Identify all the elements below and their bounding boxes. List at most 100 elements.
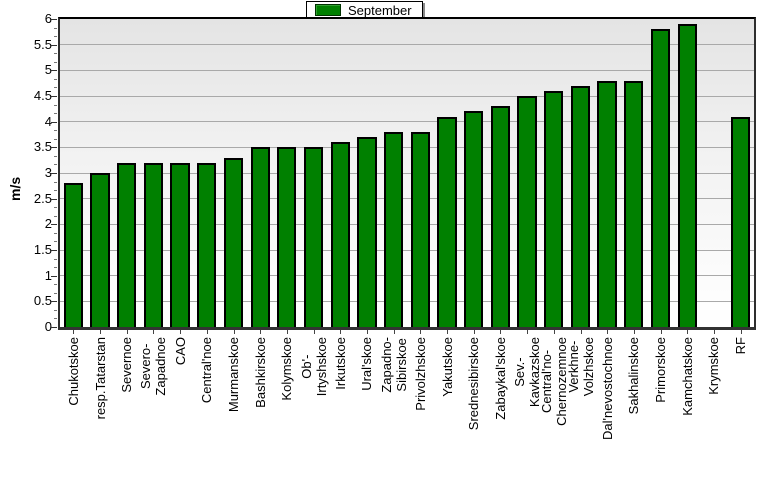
x-category-label: Severnoe xyxy=(119,337,135,393)
y-minor-tick xyxy=(54,318,57,320)
y-minor-tick xyxy=(54,232,57,234)
x-category-label: Primorskoe xyxy=(653,337,669,403)
bar xyxy=(277,147,297,327)
bar xyxy=(170,162,190,327)
bar-slot xyxy=(380,19,407,327)
x-tick xyxy=(420,330,422,334)
x-tick xyxy=(607,330,609,334)
y-tick-label: 5 xyxy=(44,62,52,78)
y-tick-label: 1.5 xyxy=(33,242,52,257)
x-category-label: Central'no- Chernozemnoe xyxy=(538,337,569,426)
x-tick xyxy=(286,330,288,334)
x-tick xyxy=(366,330,368,334)
x-tick xyxy=(180,330,182,334)
bar xyxy=(223,157,244,327)
bar xyxy=(517,96,537,327)
x-tick xyxy=(500,330,502,334)
y-minor-tick xyxy=(54,267,57,269)
bar-slot xyxy=(87,19,114,327)
x-tick xyxy=(233,330,235,334)
gridline xyxy=(60,198,754,200)
bar-slot xyxy=(327,19,354,327)
x-tick xyxy=(527,330,529,334)
bar-slot xyxy=(300,19,327,327)
bar-slot xyxy=(647,19,674,327)
bars-container xyxy=(60,19,754,327)
x-category-label: Murmanskoe xyxy=(226,337,241,413)
bar-slot xyxy=(727,19,754,327)
bar xyxy=(303,147,324,327)
x-category-label: Yakutskoe xyxy=(439,337,455,397)
x-category-label: Kolymskoe xyxy=(279,337,295,401)
gridline xyxy=(60,69,754,71)
y-major-tick xyxy=(51,250,57,251)
gridline xyxy=(60,146,754,148)
y-major-tick xyxy=(51,224,57,226)
x-tick xyxy=(153,330,155,334)
y-tick-label: 6 xyxy=(44,11,52,26)
x-category-label: Dal'nevostochnoe xyxy=(599,337,615,440)
y-minor-tick xyxy=(54,309,57,311)
x-tick xyxy=(553,330,555,334)
y-minor-tick xyxy=(54,61,57,63)
y-major-tick xyxy=(51,44,57,46)
bar xyxy=(143,162,163,327)
bar xyxy=(730,116,751,327)
x-category-label: resp.Tatarstan xyxy=(92,337,108,420)
y-minor-tick xyxy=(54,215,57,217)
bar xyxy=(624,80,644,327)
y-major-tick xyxy=(51,275,57,277)
y-major-tick xyxy=(51,173,57,174)
x-category-label: Srednesibirskoe xyxy=(466,337,482,431)
y-minor-tick xyxy=(54,207,57,209)
x-tick xyxy=(713,330,715,334)
y-minor-tick xyxy=(54,130,57,132)
y-minor-tick xyxy=(54,181,57,183)
bar xyxy=(490,106,510,327)
y-major-tick xyxy=(51,301,57,303)
bar xyxy=(437,116,457,327)
y-major-tick xyxy=(51,198,57,200)
x-category-label: Bashkirskoe xyxy=(252,337,268,408)
y-minor-tick xyxy=(54,284,57,286)
x-tick xyxy=(660,330,662,334)
gridline xyxy=(60,249,754,251)
y-minor-tick xyxy=(54,190,57,192)
y-minor-tick xyxy=(54,258,57,260)
y-tick-label: 4.5 xyxy=(33,88,52,103)
x-tick xyxy=(687,330,689,334)
y-tick-label: 4 xyxy=(44,113,52,129)
x-category-label: Irkutskoe xyxy=(332,337,348,390)
bar xyxy=(330,142,350,327)
y-tick-label: 3 xyxy=(44,165,52,180)
y-tick-label: 0 xyxy=(44,319,52,334)
bar-slot xyxy=(594,19,621,327)
bar-slot xyxy=(620,19,647,327)
x-category-label: Sev.- Kavkazskoe xyxy=(512,337,543,408)
bar xyxy=(464,111,484,327)
y-tick-label: 0.5 xyxy=(33,293,52,309)
bar xyxy=(544,90,564,327)
y-major-tick xyxy=(51,19,57,20)
bar-slot xyxy=(701,19,728,327)
y-major-tick xyxy=(51,147,57,149)
bar-slot xyxy=(113,19,140,327)
y-major-tick xyxy=(51,121,57,123)
bar xyxy=(250,147,270,327)
x-tick xyxy=(73,330,75,334)
x-tick xyxy=(633,330,635,334)
bar-slot xyxy=(514,19,541,327)
plot-area xyxy=(58,17,756,330)
x-category-label: Verkhne- Volzhskoe xyxy=(565,337,596,397)
bar-slot xyxy=(167,19,194,327)
x-category-label: Sakhalinskoe xyxy=(626,337,642,415)
x-category-label: CAO xyxy=(172,337,188,366)
y-minor-tick xyxy=(54,104,57,106)
gridline xyxy=(60,300,754,302)
x-tick xyxy=(313,330,315,334)
y-minor-tick xyxy=(54,292,57,294)
bar xyxy=(597,80,617,327)
bar xyxy=(90,173,110,327)
x-tick xyxy=(740,330,742,334)
x-category-label: Zabaykal'skoe xyxy=(492,337,508,420)
